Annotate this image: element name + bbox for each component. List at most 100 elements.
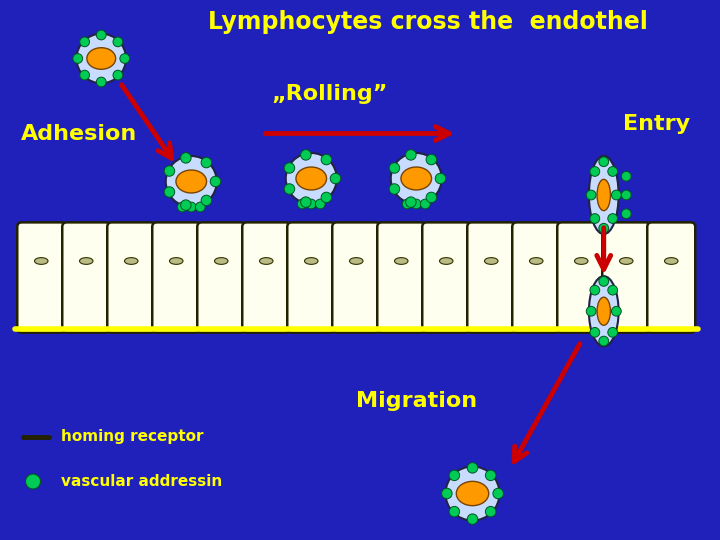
Ellipse shape bbox=[665, 258, 678, 265]
Circle shape bbox=[590, 327, 600, 337]
Circle shape bbox=[405, 150, 416, 160]
Circle shape bbox=[113, 37, 122, 47]
Circle shape bbox=[210, 176, 221, 187]
Circle shape bbox=[611, 306, 621, 316]
Circle shape bbox=[467, 514, 478, 524]
FancyBboxPatch shape bbox=[107, 222, 156, 333]
Circle shape bbox=[284, 163, 294, 173]
Ellipse shape bbox=[456, 481, 489, 505]
Ellipse shape bbox=[79, 258, 93, 265]
Circle shape bbox=[608, 327, 618, 337]
Circle shape bbox=[301, 150, 311, 160]
Circle shape bbox=[599, 276, 608, 286]
Circle shape bbox=[608, 285, 618, 295]
Ellipse shape bbox=[439, 258, 453, 265]
Circle shape bbox=[321, 192, 332, 202]
Circle shape bbox=[467, 463, 478, 473]
Circle shape bbox=[177, 202, 187, 212]
Circle shape bbox=[301, 197, 311, 207]
Circle shape bbox=[586, 306, 596, 316]
FancyBboxPatch shape bbox=[557, 222, 606, 333]
Ellipse shape bbox=[169, 258, 183, 265]
FancyBboxPatch shape bbox=[197, 222, 246, 333]
Text: „Rolling”: „Rolling” bbox=[272, 84, 388, 104]
FancyBboxPatch shape bbox=[422, 222, 470, 333]
Ellipse shape bbox=[391, 153, 442, 204]
Circle shape bbox=[96, 30, 106, 40]
Circle shape bbox=[201, 195, 212, 206]
Ellipse shape bbox=[125, 258, 138, 265]
Ellipse shape bbox=[296, 167, 327, 190]
Circle shape bbox=[390, 163, 400, 173]
Circle shape bbox=[73, 53, 83, 63]
Circle shape bbox=[411, 199, 421, 209]
Circle shape bbox=[608, 214, 618, 224]
Circle shape bbox=[590, 167, 600, 177]
Circle shape bbox=[599, 336, 608, 346]
Ellipse shape bbox=[401, 167, 431, 190]
Circle shape bbox=[426, 154, 436, 165]
Text: Migration: Migration bbox=[356, 392, 477, 411]
Text: Adhesion: Adhesion bbox=[21, 124, 137, 144]
Ellipse shape bbox=[349, 258, 363, 265]
FancyBboxPatch shape bbox=[467, 222, 516, 333]
Circle shape bbox=[164, 166, 175, 176]
Ellipse shape bbox=[446, 467, 500, 521]
Circle shape bbox=[420, 199, 430, 209]
Circle shape bbox=[113, 70, 122, 80]
Ellipse shape bbox=[619, 258, 633, 265]
Circle shape bbox=[586, 190, 596, 200]
Ellipse shape bbox=[589, 276, 618, 346]
Circle shape bbox=[307, 199, 316, 209]
Text: Lymphocytes cross the  endothel: Lymphocytes cross the endothel bbox=[207, 10, 647, 35]
Circle shape bbox=[611, 190, 621, 200]
Circle shape bbox=[441, 488, 452, 499]
Circle shape bbox=[25, 474, 40, 489]
Circle shape bbox=[405, 197, 416, 207]
FancyBboxPatch shape bbox=[377, 222, 426, 333]
Circle shape bbox=[330, 173, 341, 184]
Ellipse shape bbox=[529, 258, 543, 265]
Circle shape bbox=[621, 209, 631, 219]
FancyBboxPatch shape bbox=[152, 222, 200, 333]
Ellipse shape bbox=[589, 156, 618, 234]
Ellipse shape bbox=[286, 153, 337, 204]
Text: vascular addressin: vascular addressin bbox=[61, 474, 222, 489]
Circle shape bbox=[284, 184, 294, 194]
Circle shape bbox=[402, 199, 412, 209]
FancyBboxPatch shape bbox=[647, 222, 696, 333]
Circle shape bbox=[80, 37, 89, 47]
FancyBboxPatch shape bbox=[602, 222, 650, 333]
Circle shape bbox=[195, 202, 205, 212]
Circle shape bbox=[181, 200, 191, 211]
Circle shape bbox=[297, 199, 307, 209]
Circle shape bbox=[485, 470, 496, 481]
Circle shape bbox=[449, 470, 459, 481]
Circle shape bbox=[181, 153, 191, 163]
FancyBboxPatch shape bbox=[242, 222, 290, 333]
Ellipse shape bbox=[87, 48, 116, 69]
Circle shape bbox=[599, 157, 608, 167]
FancyBboxPatch shape bbox=[17, 222, 66, 333]
Ellipse shape bbox=[395, 258, 408, 265]
Circle shape bbox=[80, 70, 89, 80]
FancyBboxPatch shape bbox=[512, 222, 560, 333]
Circle shape bbox=[321, 154, 332, 165]
FancyBboxPatch shape bbox=[287, 222, 336, 333]
Ellipse shape bbox=[215, 258, 228, 265]
FancyBboxPatch shape bbox=[62, 222, 110, 333]
Ellipse shape bbox=[597, 179, 611, 211]
Ellipse shape bbox=[176, 170, 207, 193]
Circle shape bbox=[599, 224, 608, 233]
Circle shape bbox=[201, 157, 212, 168]
Circle shape bbox=[621, 171, 631, 181]
Circle shape bbox=[120, 53, 130, 63]
Circle shape bbox=[493, 488, 503, 499]
Circle shape bbox=[390, 184, 400, 194]
Circle shape bbox=[449, 507, 459, 517]
Ellipse shape bbox=[259, 258, 273, 265]
Ellipse shape bbox=[76, 33, 126, 83]
Ellipse shape bbox=[575, 258, 588, 265]
Circle shape bbox=[315, 199, 325, 209]
Ellipse shape bbox=[166, 156, 217, 207]
